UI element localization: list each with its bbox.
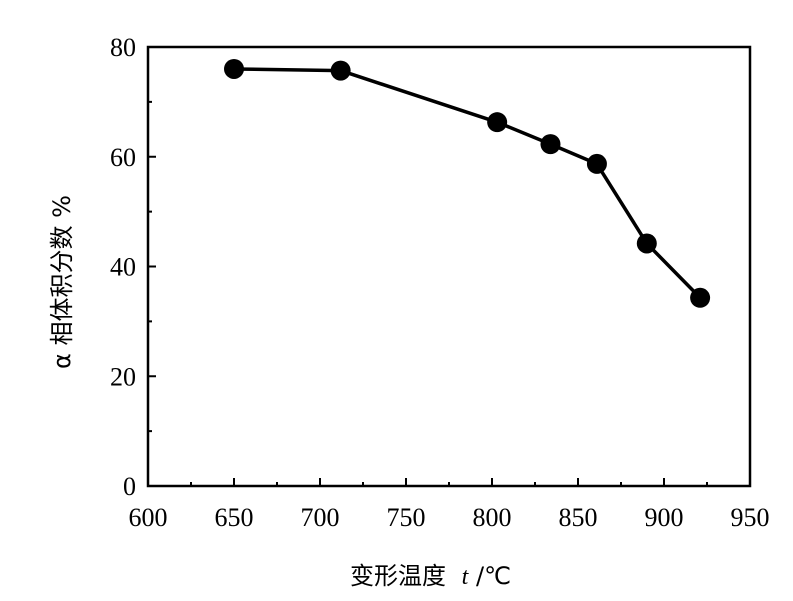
data-point: [636, 233, 657, 254]
x-axis-title-text: 变形温度: [350, 562, 446, 590]
x-axis-title: 变形温度 t /℃: [350, 562, 511, 590]
series-line: [233, 67, 702, 300]
y-tick-label: 60: [110, 143, 136, 172]
tick-marks: [147, 46, 751, 487]
x-tick-label: 900: [645, 503, 684, 532]
data-point: [690, 287, 711, 308]
data-point: [540, 134, 561, 155]
x-tick-label: 600: [129, 503, 168, 532]
x-tick-label: 750: [387, 503, 426, 532]
axes: [146, 45, 752, 488]
x-tick-label: 950: [731, 503, 770, 532]
data-point: [487, 112, 508, 133]
x-tick-labels: 600 650 700 750 800 850 900 950: [129, 503, 770, 532]
y-tick-label: 0: [123, 472, 136, 501]
x-axis-title-symbol: t: [462, 564, 470, 590]
x-tick-label: 850: [559, 503, 598, 532]
data-point: [586, 153, 607, 174]
data-point: [224, 58, 244, 79]
plot-frame: [146, 45, 752, 488]
y-axis-title: α 相体积分数 %: [48, 195, 76, 369]
series: [224, 58, 711, 308]
x-axis-title-unit: /℃: [476, 562, 511, 590]
data-point: [330, 60, 351, 81]
x-tick-label: 700: [301, 503, 340, 532]
y-tick-label: 80: [110, 33, 136, 62]
y-tick-label: 40: [110, 253, 136, 282]
x-tick-label: 650: [215, 503, 254, 532]
y-tick-labels: 0 20 40 60 80: [110, 33, 136, 501]
y-tick-label: 20: [110, 362, 136, 391]
x-tick-label: 800: [473, 503, 512, 532]
